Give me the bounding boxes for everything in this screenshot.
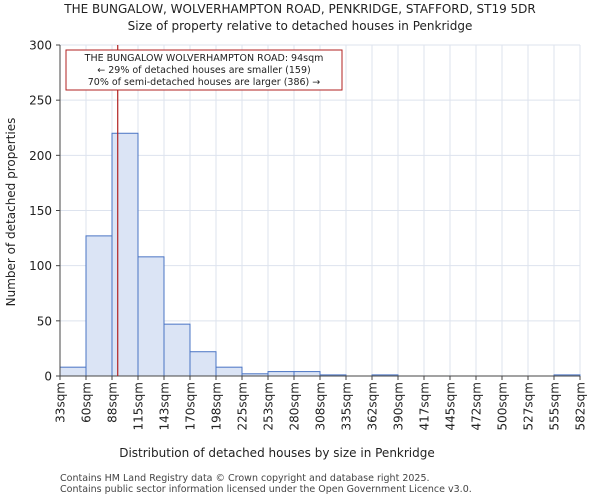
x-tick-label: 225sqm [236, 382, 250, 430]
x-tick-label: 527sqm [522, 382, 536, 430]
x-tick-label: 170sqm [184, 382, 198, 430]
bar-33sqm [59, 366, 87, 377]
x-tick-label: 308sqm [314, 382, 328, 430]
y-tick-label: 200 [29, 149, 52, 163]
y-tick-label: 100 [29, 259, 52, 273]
y-tick-labels: 0 50 100 150 200 250 300 [29, 39, 60, 384]
x-tick-label: 280sqm [288, 382, 302, 430]
chart-subtitle: Size of property relative to detached ho… [127, 19, 473, 33]
footer-line-1: Contains HM Land Registry data © Crown c… [60, 473, 430, 484]
chart-title: THE BUNGALOW, WOLVERHAMPTON ROAD, PENKRI… [64, 2, 536, 16]
y-tick-label: 250 [29, 94, 52, 108]
annotation-line-3: 70% of semi-detached houses are larger (… [88, 77, 321, 88]
bar-253sqm [267, 371, 295, 377]
annotation-line-1: THE BUNGALOW WOLVERHAMPTON ROAD: 94sqm [84, 53, 324, 64]
x-tick-label: 390sqm [392, 382, 406, 430]
footer-line-2: Contains public sector information licen… [60, 484, 472, 495]
x-tick-label: 362sqm [366, 382, 380, 430]
x-axis-label: Distribution of detached houses by size … [119, 446, 435, 460]
y-tick-label: 150 [29, 204, 52, 218]
bar-60sqm [85, 235, 113, 377]
x-tick-label: 88sqm [106, 382, 120, 423]
bars [59, 132, 581, 377]
annotation-border [65, 49, 343, 91]
x-tick-label: 555sqm [548, 382, 562, 430]
y-axis-label: Number of detached properties [4, 118, 18, 307]
y-tick-label: 0 [44, 370, 52, 384]
x-tick-label: 417sqm [418, 382, 432, 430]
bar-280sqm [293, 371, 321, 377]
y-tick-label: 50 [37, 314, 52, 328]
bar-115sqm [137, 256, 165, 377]
y-tick-label: 300 [29, 39, 52, 53]
x-tick-label: 582sqm [574, 382, 588, 430]
x-tick-labels: 33sqm 60sqm 88sqm 115sqm 143sqm 170sqm 198sqm 2… [54, 376, 588, 430]
bar-198sqm [215, 366, 243, 377]
annotation-line-2: ← 29% of detached houses are smaller (15… [97, 65, 310, 76]
x-tick-label: 143sqm [158, 382, 172, 430]
x-tick-label: 115sqm [132, 382, 146, 430]
x-tick-label: 60sqm [80, 382, 94, 423]
bar-88sqm [111, 132, 139, 377]
x-tick-label: 198sqm [210, 382, 224, 430]
x-tick-label: 472sqm [470, 382, 484, 430]
x-tick-label: 253sqm [262, 382, 276, 430]
bar-170sqm [189, 351, 217, 377]
x-tick-label: 335sqm [340, 382, 354, 430]
annotation-box: THE BUNGALOW WOLVERHAMPTON ROAD: 94sqm ←… [65, 49, 343, 91]
x-tick-label: 33sqm [54, 382, 68, 423]
x-tick-label: 445sqm [444, 382, 458, 430]
bar-143sqm [163, 323, 191, 377]
x-tick-label: 500sqm [496, 382, 510, 430]
